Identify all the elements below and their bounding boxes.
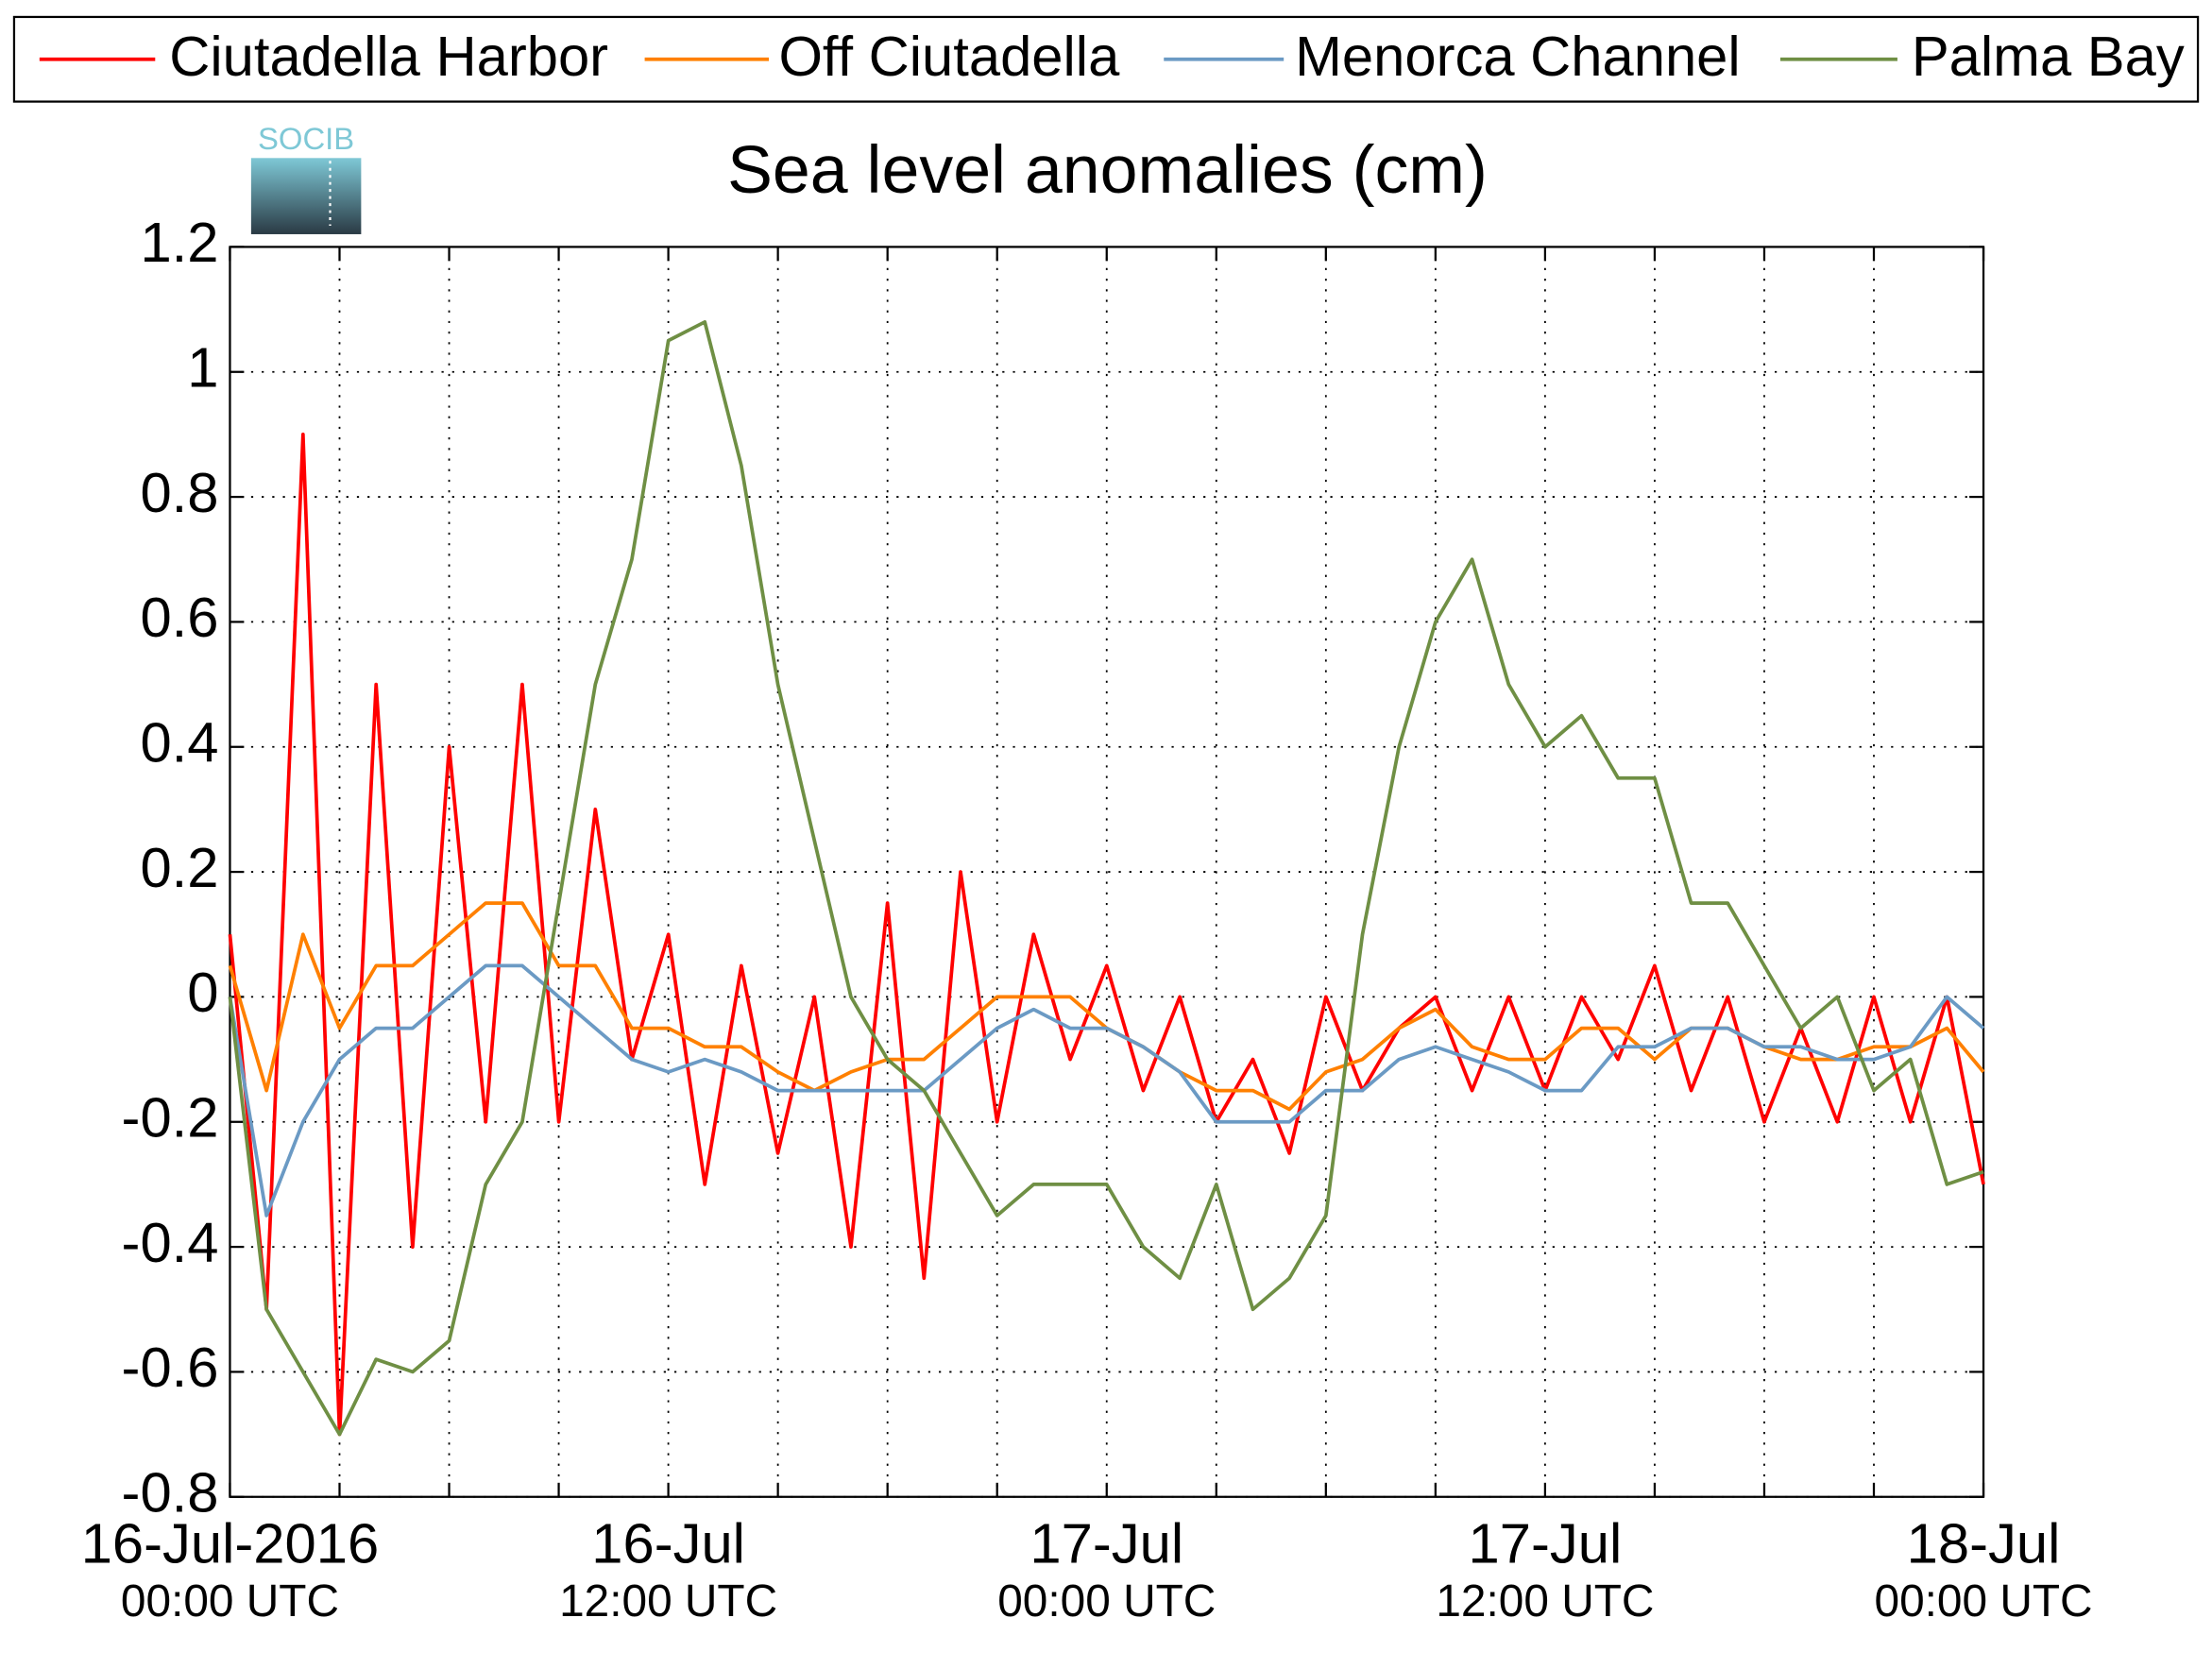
logo-text: SOCIB (258, 121, 354, 156)
y-tick-label: 0.8 (140, 461, 218, 524)
y-tick-label: -0.4 (122, 1211, 219, 1274)
y-tick-label: -0.2 (122, 1086, 219, 1150)
series-line (228, 901, 1985, 1112)
x-tick-label: 17-Jul (1029, 1511, 1183, 1575)
legend-label: Off Ciutadella (778, 25, 1120, 88)
x-tick-label: 16-Jul (591, 1511, 745, 1575)
y-tick-label: -0.6 (122, 1336, 219, 1399)
x-tick-sublabel: 12:00 UTC (1436, 1576, 1654, 1626)
x-tick-sublabel: 00:00 UTC (1875, 1576, 2093, 1626)
y-tick-label: 1 (187, 336, 218, 400)
chart-title: Sea level anomalies (cm) (727, 132, 1488, 208)
series-line (228, 433, 1985, 1437)
legend-label: Menorca Channel (1295, 25, 1741, 88)
legend-label: Palma Bay (1912, 25, 2185, 88)
series-line (228, 319, 1984, 1437)
y-tick-label: -0.8 (122, 1461, 219, 1524)
logo (250, 158, 362, 234)
x-tick-sublabel: 12:00 UTC (559, 1576, 777, 1626)
y-tick-label: 0.6 (140, 586, 218, 649)
y-tick-label: 0.2 (140, 836, 218, 899)
x-tick-sublabel: 00:00 UTC (997, 1576, 1216, 1626)
x-tick-sublabel: 00:00 UTC (121, 1576, 339, 1626)
y-tick-label: 0.4 (140, 711, 218, 775)
y-tick-label: 0 (187, 961, 218, 1024)
legend-label: Ciutadella Harbor (169, 25, 608, 88)
series-line (228, 963, 1985, 1218)
y-tick-label: 1.2 (140, 211, 218, 274)
x-tick-label: 18-Jul (1907, 1511, 2061, 1575)
x-tick-label: 17-Jul (1469, 1511, 1623, 1575)
x-tick-label: 16-Jul-2016 (81, 1511, 379, 1575)
